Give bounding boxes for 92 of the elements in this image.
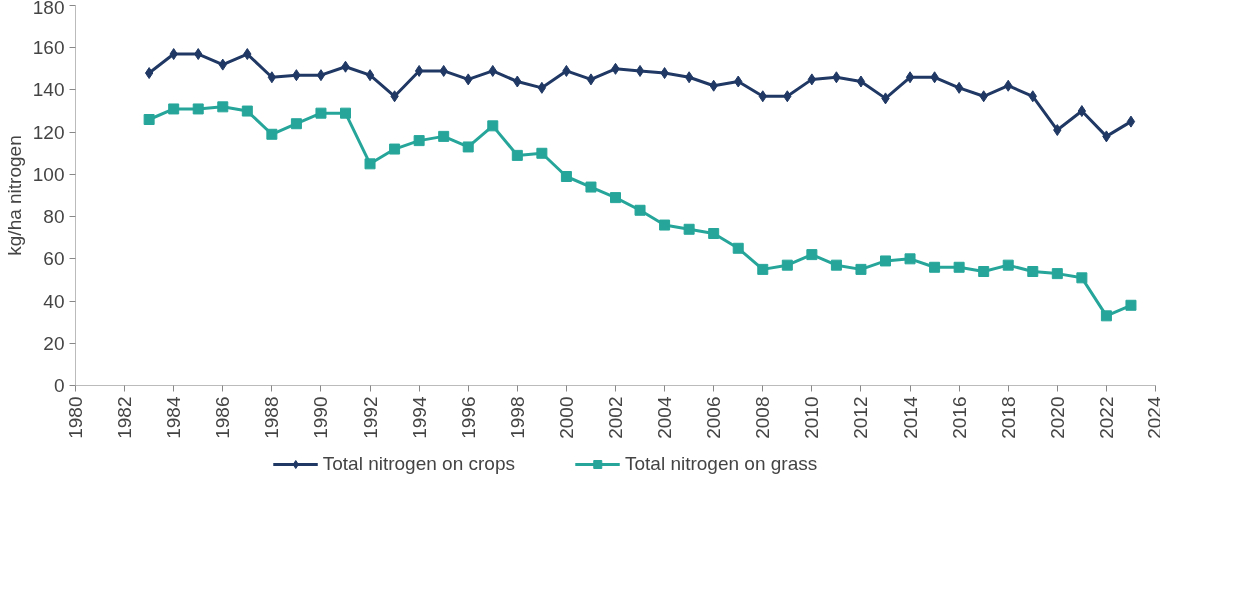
point [732,242,744,254]
point [413,135,425,147]
x-tick-label: 1996 [457,396,479,439]
y-tick-label: 160 [32,37,65,59]
point [266,128,278,140]
point [1125,299,1137,311]
point [560,171,572,182]
point [316,69,326,82]
point [1051,268,1063,280]
point [364,158,376,170]
point [634,204,646,216]
point [144,67,154,80]
y-tick-label: 120 [32,121,65,143]
point [438,130,450,142]
y-tick-label: 80 [43,206,65,228]
point [684,71,694,84]
point [217,101,229,113]
point [143,114,155,125]
x-tick-label: 2002 [605,396,626,439]
point [978,266,990,277]
point [708,228,720,239]
x-tick-label: 2004 [654,396,676,439]
x-tick-label: 2024 [1143,396,1165,439]
x-tick-label: 1986 [212,396,234,439]
y-tick-label: 0 [53,375,65,396]
point [905,71,915,84]
point [462,141,474,153]
legend-label: Total nitrogen on grass [624,453,818,475]
point [414,64,424,77]
point [856,75,866,88]
y-tick-label: 140 [32,79,65,101]
point [635,64,645,77]
point [536,147,548,159]
point [537,81,547,94]
x-tick-label: 1998 [506,396,528,439]
point [241,105,253,117]
x-tick-label: 1990 [310,396,332,439]
x-tick-label: 2012 [850,396,872,439]
point [487,120,499,132]
point [586,73,596,86]
point [953,261,965,273]
legend-label: Total nitrogen on crops [322,453,515,475]
x-tick-label: 1982 [114,396,136,439]
point [806,249,818,261]
x-tick-label: 1992 [359,396,381,439]
x-tick-label: 1980 [65,396,86,439]
point [511,149,523,161]
point [683,223,695,235]
x-tick-label: 1984 [163,396,185,439]
point [1126,115,1136,128]
y-tick-label: 60 [43,248,65,270]
y-tick-label: 40 [43,290,65,312]
y-axis-title: kg/ha nitrogen [3,135,25,256]
point [1027,266,1039,277]
point [904,253,916,265]
x-tick-label: 2008 [752,396,774,439]
point [340,107,351,119]
y-tick-label: 180 [32,0,65,18]
y-tick-label: 100 [32,163,65,185]
x-tick-label: 2016 [948,396,970,439]
point [267,71,277,84]
point [585,181,597,193]
x-tick-label: 2014 [899,396,921,439]
point [659,219,671,231]
point [365,69,375,82]
point [1076,272,1088,284]
point [929,261,941,273]
point [389,143,401,155]
point [192,103,204,115]
point [1100,310,1112,322]
point [807,73,817,86]
point [830,259,842,271]
x-tick-label: 2020 [1046,396,1068,439]
point [781,259,793,271]
point [855,263,867,275]
x-tick-label: 2010 [801,396,823,439]
point [610,192,621,204]
point [168,103,180,115]
point [757,263,769,275]
point [1002,259,1014,271]
point [954,81,964,94]
x-tick-label: 1988 [261,396,283,439]
x-tick-label: 1994 [408,396,430,439]
x-tick-label: 2018 [997,396,1019,439]
y-tick-label: 20 [43,332,65,354]
x-tick-label: 2022 [1095,396,1117,439]
x-tick-label: 2006 [703,396,725,439]
x-tick-label: 2000 [555,396,577,439]
point [1077,105,1087,118]
point [880,255,891,267]
point [290,118,302,130]
point [315,107,327,119]
